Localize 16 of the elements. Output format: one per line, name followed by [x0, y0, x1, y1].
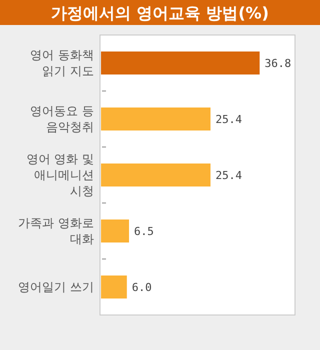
bar — [101, 276, 127, 298]
data-label: 6.5 — [134, 224, 154, 238]
y-tick-label: 가족과 영화로 대화 — [18, 216, 94, 246]
bar — [101, 164, 210, 186]
bar — [101, 108, 210, 130]
y-tick-label: 영어동요 등 음악청취 — [30, 104, 94, 134]
data-label: 36.8 — [264, 56, 292, 70]
data-label: 6.0 — [132, 280, 152, 294]
y-tick-label: 영어 동화책 읽기 지도 — [30, 48, 94, 78]
data-label: 25.4 — [216, 112, 242, 126]
data-label: 25.4 — [216, 168, 242, 182]
bar — [101, 220, 130, 242]
chart-title: 가정에서의 영어교육 방법(%) — [51, 4, 269, 23]
y-tick-label: 영어 영화 및 애니메니션 시청 — [26, 152, 94, 198]
y-tick-label: 영어일기 쓰기 — [18, 280, 94, 294]
bar — [101, 52, 260, 74]
